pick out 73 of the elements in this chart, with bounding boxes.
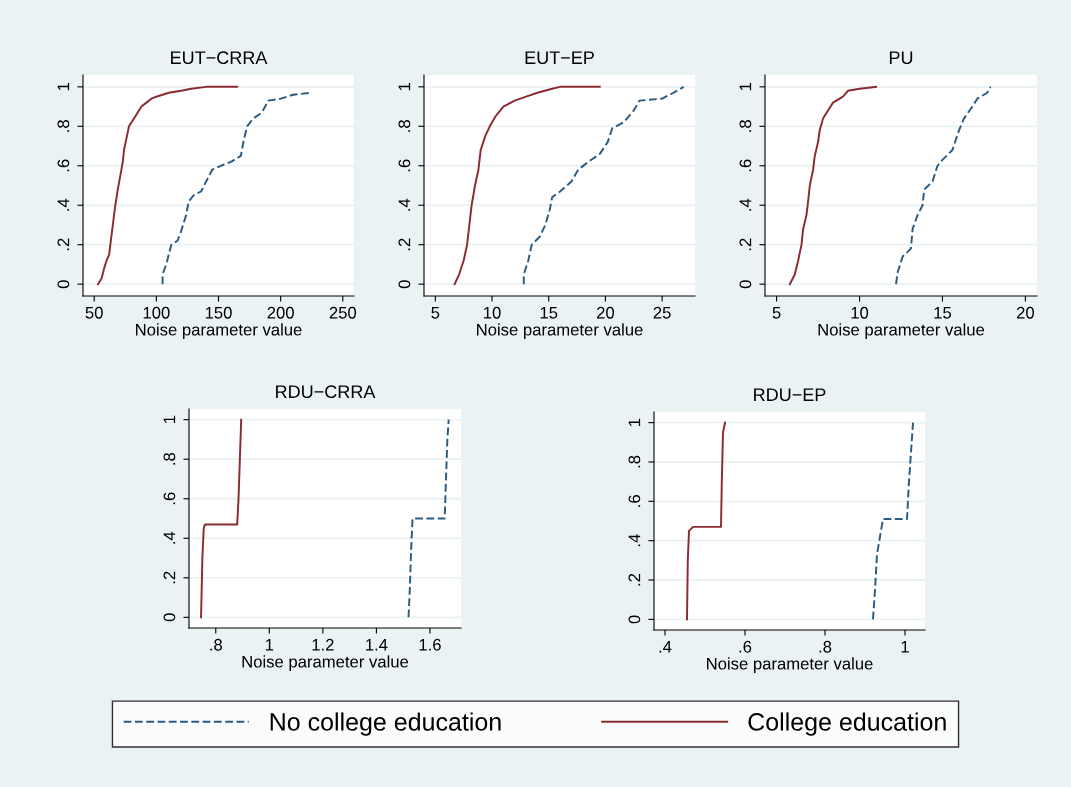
x-tick-label: 20 bbox=[596, 306, 615, 319]
line-series bbox=[522, 85, 685, 286]
x-tick-label: 20 bbox=[1016, 306, 1035, 319]
y-tick-label: 0 bbox=[57, 280, 70, 289]
y-tick-label: .8 bbox=[163, 452, 176, 465]
x-tick-label: 5 bbox=[431, 307, 440, 319]
y-tick-label: .2 bbox=[57, 238, 70, 251]
line-series bbox=[788, 85, 878, 286]
chart-title: EUT−EP bbox=[525, 51, 594, 65]
line-series bbox=[872, 421, 914, 621]
y-tick-label: .6 bbox=[628, 495, 641, 507]
x-tick-label: .4 bbox=[659, 641, 672, 653]
y-tick-label: 1 bbox=[628, 418, 641, 426]
line-series bbox=[200, 418, 243, 619]
x-axis-title: Noise parameter value bbox=[477, 323, 643, 339]
legend-label: College education bbox=[748, 712, 946, 736]
x-tick-label: 1.2 bbox=[312, 638, 334, 651]
y-tick-label: .4 bbox=[628, 534, 641, 547]
y-tick-label: 0 bbox=[628, 615, 641, 624]
line-series bbox=[96, 85, 239, 286]
x-tick-label: 10 bbox=[484, 306, 501, 319]
y-tick-label: .6 bbox=[398, 159, 411, 172]
x-axis-title: Noise parameter value bbox=[707, 657, 873, 673]
y-tick-label: .8 bbox=[57, 120, 70, 132]
y-tick-label: .2 bbox=[628, 573, 641, 586]
chart-title: RDU−EP bbox=[754, 388, 826, 402]
y-tick-label: 0 bbox=[739, 280, 752, 289]
y-tick-label: .6 bbox=[163, 492, 176, 505]
chart-title: PU bbox=[889, 51, 913, 65]
y-tick-label: .6 bbox=[739, 159, 752, 172]
x-axis-title: Noise parameter value bbox=[818, 323, 985, 339]
y-tick-label: .4 bbox=[163, 531, 176, 544]
x-tick-label: 200 bbox=[267, 306, 294, 319]
x-tick-label: 1.6 bbox=[419, 638, 441, 651]
x-tick-label: 1 bbox=[901, 641, 909, 653]
x-tick-label: .8 bbox=[819, 640, 832, 653]
y-tick-label: 1 bbox=[57, 83, 70, 91]
y-tick-label: .8 bbox=[628, 455, 641, 468]
x-tick-label: 15 bbox=[934, 307, 952, 319]
y-tick-label: 0 bbox=[163, 613, 176, 622]
x-tick-label: 1 bbox=[265, 639, 274, 651]
y-tick-label: .2 bbox=[739, 238, 752, 251]
legend-label: No college education bbox=[270, 712, 501, 736]
line-series bbox=[453, 85, 601, 286]
y-tick-label: .4 bbox=[398, 198, 411, 211]
x-axis-title: Noise parameter value bbox=[136, 323, 302, 339]
x-tick-label: 15 bbox=[540, 307, 558, 319]
x-tick-label: 10 bbox=[851, 306, 869, 319]
y-tick-label: .2 bbox=[398, 238, 411, 251]
y-tick-label: 1 bbox=[398, 83, 411, 91]
y-tick-label: 1 bbox=[739, 83, 752, 91]
y-tick-label: .8 bbox=[739, 120, 752, 132]
x-tick-label: 150 bbox=[205, 306, 232, 319]
chart-title: RDU−CRRA bbox=[276, 385, 376, 399]
x-tick-label: 250 bbox=[329, 306, 357, 319]
y-tick-label: 0 bbox=[398, 280, 411, 289]
x-tick-label: 100 bbox=[143, 306, 170, 319]
y-tick-label: .6 bbox=[57, 159, 70, 172]
y-tick-label: .4 bbox=[739, 198, 752, 211]
chart-title: EUT−CRRA bbox=[171, 51, 268, 65]
line-series bbox=[407, 418, 450, 619]
x-tick-label: .8 bbox=[210, 638, 222, 651]
x-tick-label: 25 bbox=[653, 306, 671, 319]
y-tick-label: .2 bbox=[163, 571, 176, 584]
x-tick-label: 50 bbox=[85, 306, 103, 319]
x-axis-title: Noise parameter value bbox=[242, 655, 409, 671]
x-tick-label: 1.4 bbox=[366, 639, 388, 651]
y-tick-label: .4 bbox=[57, 198, 70, 211]
line-series bbox=[895, 85, 992, 286]
y-tick-label: 1 bbox=[163, 415, 176, 424]
line-series bbox=[686, 421, 726, 621]
y-tick-label: .8 bbox=[398, 120, 411, 132]
x-tick-label: 5 bbox=[772, 307, 781, 319]
